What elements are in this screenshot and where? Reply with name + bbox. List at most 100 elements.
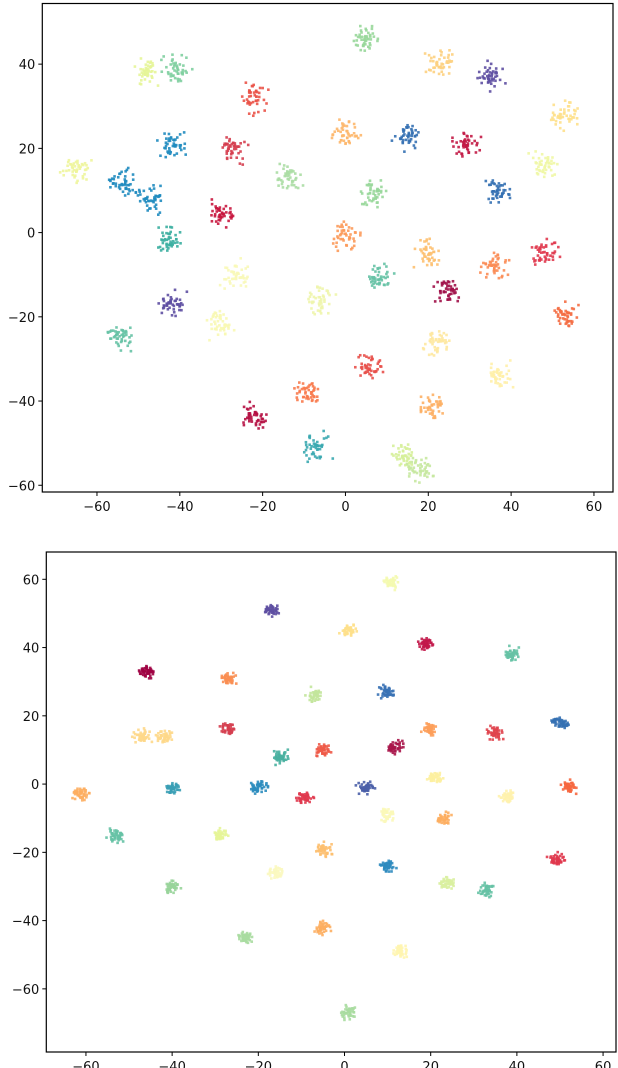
x-tick-label: 0 [340,1060,348,1068]
cluster-35 [545,850,567,866]
data-point [563,317,567,321]
data-point [495,369,499,372]
data-point [156,739,160,743]
data-point [501,793,505,797]
data-point [489,62,493,66]
data-point [109,178,112,182]
data-point [116,175,120,179]
data-point [562,129,566,133]
data-point [218,219,222,222]
data-point [230,277,234,281]
data-point [365,183,369,187]
data-point [570,117,573,121]
data-point [166,738,170,741]
data-point [538,250,541,253]
data-point [448,879,451,883]
data-point [342,239,345,242]
data-point [308,443,311,447]
data-point [442,820,445,823]
data-point [487,77,490,81]
data-point [223,325,227,329]
data-point [148,674,152,678]
data-point [356,35,360,39]
data-point [544,257,547,260]
data-point [376,273,380,277]
data-point [127,188,131,191]
data-point [392,582,396,586]
data-point [506,651,510,654]
data-point [416,640,420,643]
data-point [316,447,320,451]
data-point [318,447,322,451]
data-point [260,790,263,794]
data-point [556,717,559,721]
data-point [558,316,562,320]
data-point [419,238,422,242]
data-point [248,935,251,938]
data-point [327,744,330,747]
cluster-29 [213,826,230,841]
data-point [146,209,150,212]
data-point [252,83,256,87]
data-point [230,270,233,273]
data-point [293,387,296,390]
data-point [166,735,170,738]
data-point [123,331,126,334]
data-point [376,188,380,191]
data-point [255,102,259,106]
data-point [352,239,356,243]
data-point [507,797,511,800]
data-point [446,61,450,65]
data-point [225,136,228,139]
data-point [497,794,501,798]
data-point [431,338,434,341]
data-point [412,144,416,147]
data-point [492,371,495,374]
data-point [242,405,246,409]
data-point [146,60,150,64]
data-point [436,346,440,350]
data-point [379,864,383,867]
data-point [184,153,188,156]
data-point [494,75,497,79]
data-point [387,745,391,748]
data-point [217,831,221,834]
data-point [166,151,170,155]
data-point [257,427,260,430]
data-point [503,188,507,192]
data-point [448,65,451,69]
data-point [181,303,184,307]
data-point [550,242,554,246]
data-point [378,359,382,362]
data-point [360,365,364,369]
data-point [413,247,417,251]
data-point [398,463,402,467]
x-tick-label: 60 [586,500,603,515]
data-point [407,135,410,139]
data-point [390,139,394,142]
data-point [440,880,443,884]
data-point [508,196,512,200]
data-point [349,626,353,629]
data-point [348,1013,352,1017]
data-point [558,723,561,726]
data-point [426,462,430,466]
data-point [166,249,169,252]
data-point [570,307,574,310]
data-point [342,123,345,126]
data-point [318,929,322,933]
data-point [490,891,493,894]
data-point [388,687,391,691]
cluster-16 [376,683,395,700]
data-point [316,309,320,312]
data-point [558,126,562,130]
data-point [445,883,448,886]
data-point [551,156,554,159]
data-point [495,730,499,734]
data-point [543,166,546,170]
data-point [81,174,85,178]
cluster-0 [263,603,281,618]
cluster-5 [218,722,236,736]
data-point [334,245,338,248]
data-point [308,295,312,299]
